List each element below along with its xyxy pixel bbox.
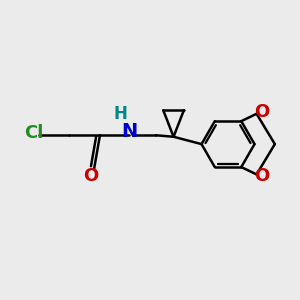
Text: Cl: Cl <box>24 124 44 142</box>
Text: N: N <box>121 122 137 141</box>
Text: H: H <box>113 105 127 123</box>
Text: O: O <box>254 103 269 121</box>
Text: O: O <box>83 167 99 184</box>
Text: O: O <box>254 167 269 185</box>
